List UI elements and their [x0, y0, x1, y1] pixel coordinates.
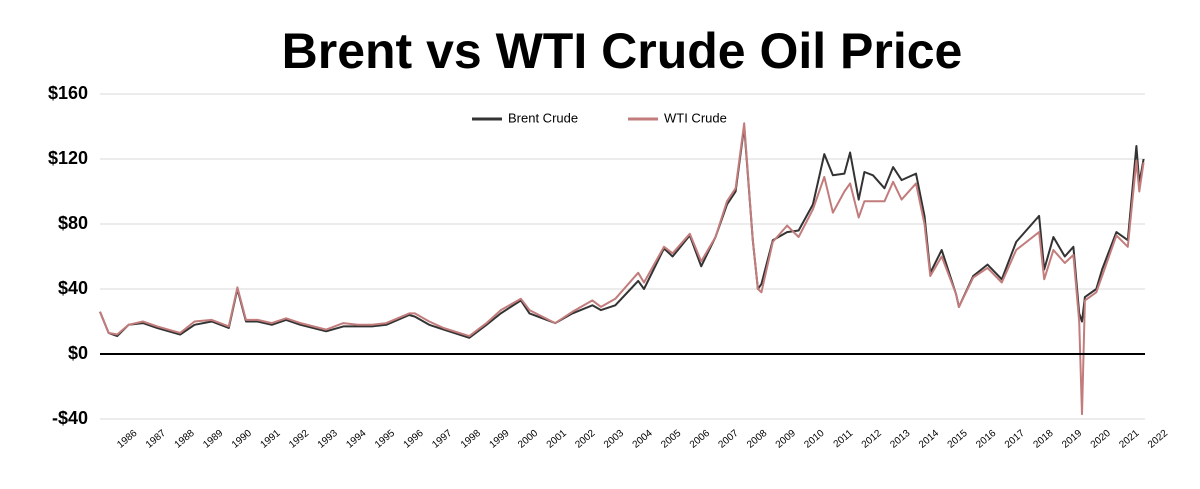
- x-tick-label: 1993: [316, 428, 340, 451]
- x-tick-label: 2006: [688, 428, 712, 451]
- x-tick-label: 1994: [344, 428, 368, 451]
- x-tick-label: 2011: [832, 428, 856, 451]
- x-tick-label: 1998: [459, 428, 483, 451]
- y-tick-label: $120: [48, 148, 88, 168]
- x-tick-label: 2001: [545, 428, 569, 451]
- legend-label: WTI Crude: [664, 110, 727, 125]
- legend-label: Brent Crude: [508, 110, 578, 125]
- y-tick-label: $160: [48, 83, 88, 103]
- y-tick-label: $0: [68, 343, 88, 363]
- y-tick-label: $40: [58, 278, 88, 298]
- x-tick-label: 1999: [487, 428, 511, 451]
- x-tick-label: 2005: [659, 428, 683, 451]
- x-tick-label: 1997: [430, 428, 454, 451]
- x-tick-label: 2010: [802, 428, 826, 451]
- x-tick-label: 1995: [373, 428, 397, 451]
- x-tick-label: 2022: [1146, 428, 1170, 451]
- x-tick-label: 1992: [287, 428, 311, 451]
- x-tick-label: 2020: [1089, 428, 1113, 451]
- chart-title: Brent vs WTI Crude Oil Price: [282, 23, 963, 79]
- x-tick-label: 2003: [602, 428, 626, 451]
- series-line: [99, 125, 1145, 339]
- x-tick-label: 1990: [230, 428, 254, 451]
- y-tick-label: $80: [58, 213, 88, 233]
- x-tick-label: 2013: [888, 428, 912, 451]
- x-tick-label: 2016: [974, 428, 998, 451]
- x-tick-label: 1987: [144, 428, 168, 451]
- x-tick-label: 2007: [717, 428, 741, 451]
- series-line: [99, 122, 1145, 416]
- x-tick-label: 1986: [115, 428, 139, 451]
- x-tick-label: 1988: [173, 428, 197, 451]
- y-tick-label: -$40: [52, 408, 88, 428]
- x-tick-label: 2008: [745, 428, 769, 451]
- x-tick-label: 2009: [774, 428, 798, 451]
- x-tick-label: 1991: [258, 428, 282, 451]
- x-tick-label: 2015: [946, 428, 970, 451]
- x-tick-label: 2018: [1031, 428, 1055, 451]
- x-tick-label: 2019: [1060, 428, 1084, 451]
- x-tick-label: 2002: [573, 428, 597, 451]
- x-tick-label: 2021: [1117, 428, 1141, 451]
- x-tick-label: 2017: [1003, 428, 1027, 451]
- x-tick-label: 2014: [917, 428, 941, 451]
- x-tick-label: 2004: [631, 428, 655, 451]
- x-tick-label: 1996: [402, 428, 426, 451]
- x-tick-label: 2000: [516, 428, 540, 451]
- x-tick-label: 2012: [860, 428, 884, 451]
- x-tick-label: 1989: [201, 428, 225, 451]
